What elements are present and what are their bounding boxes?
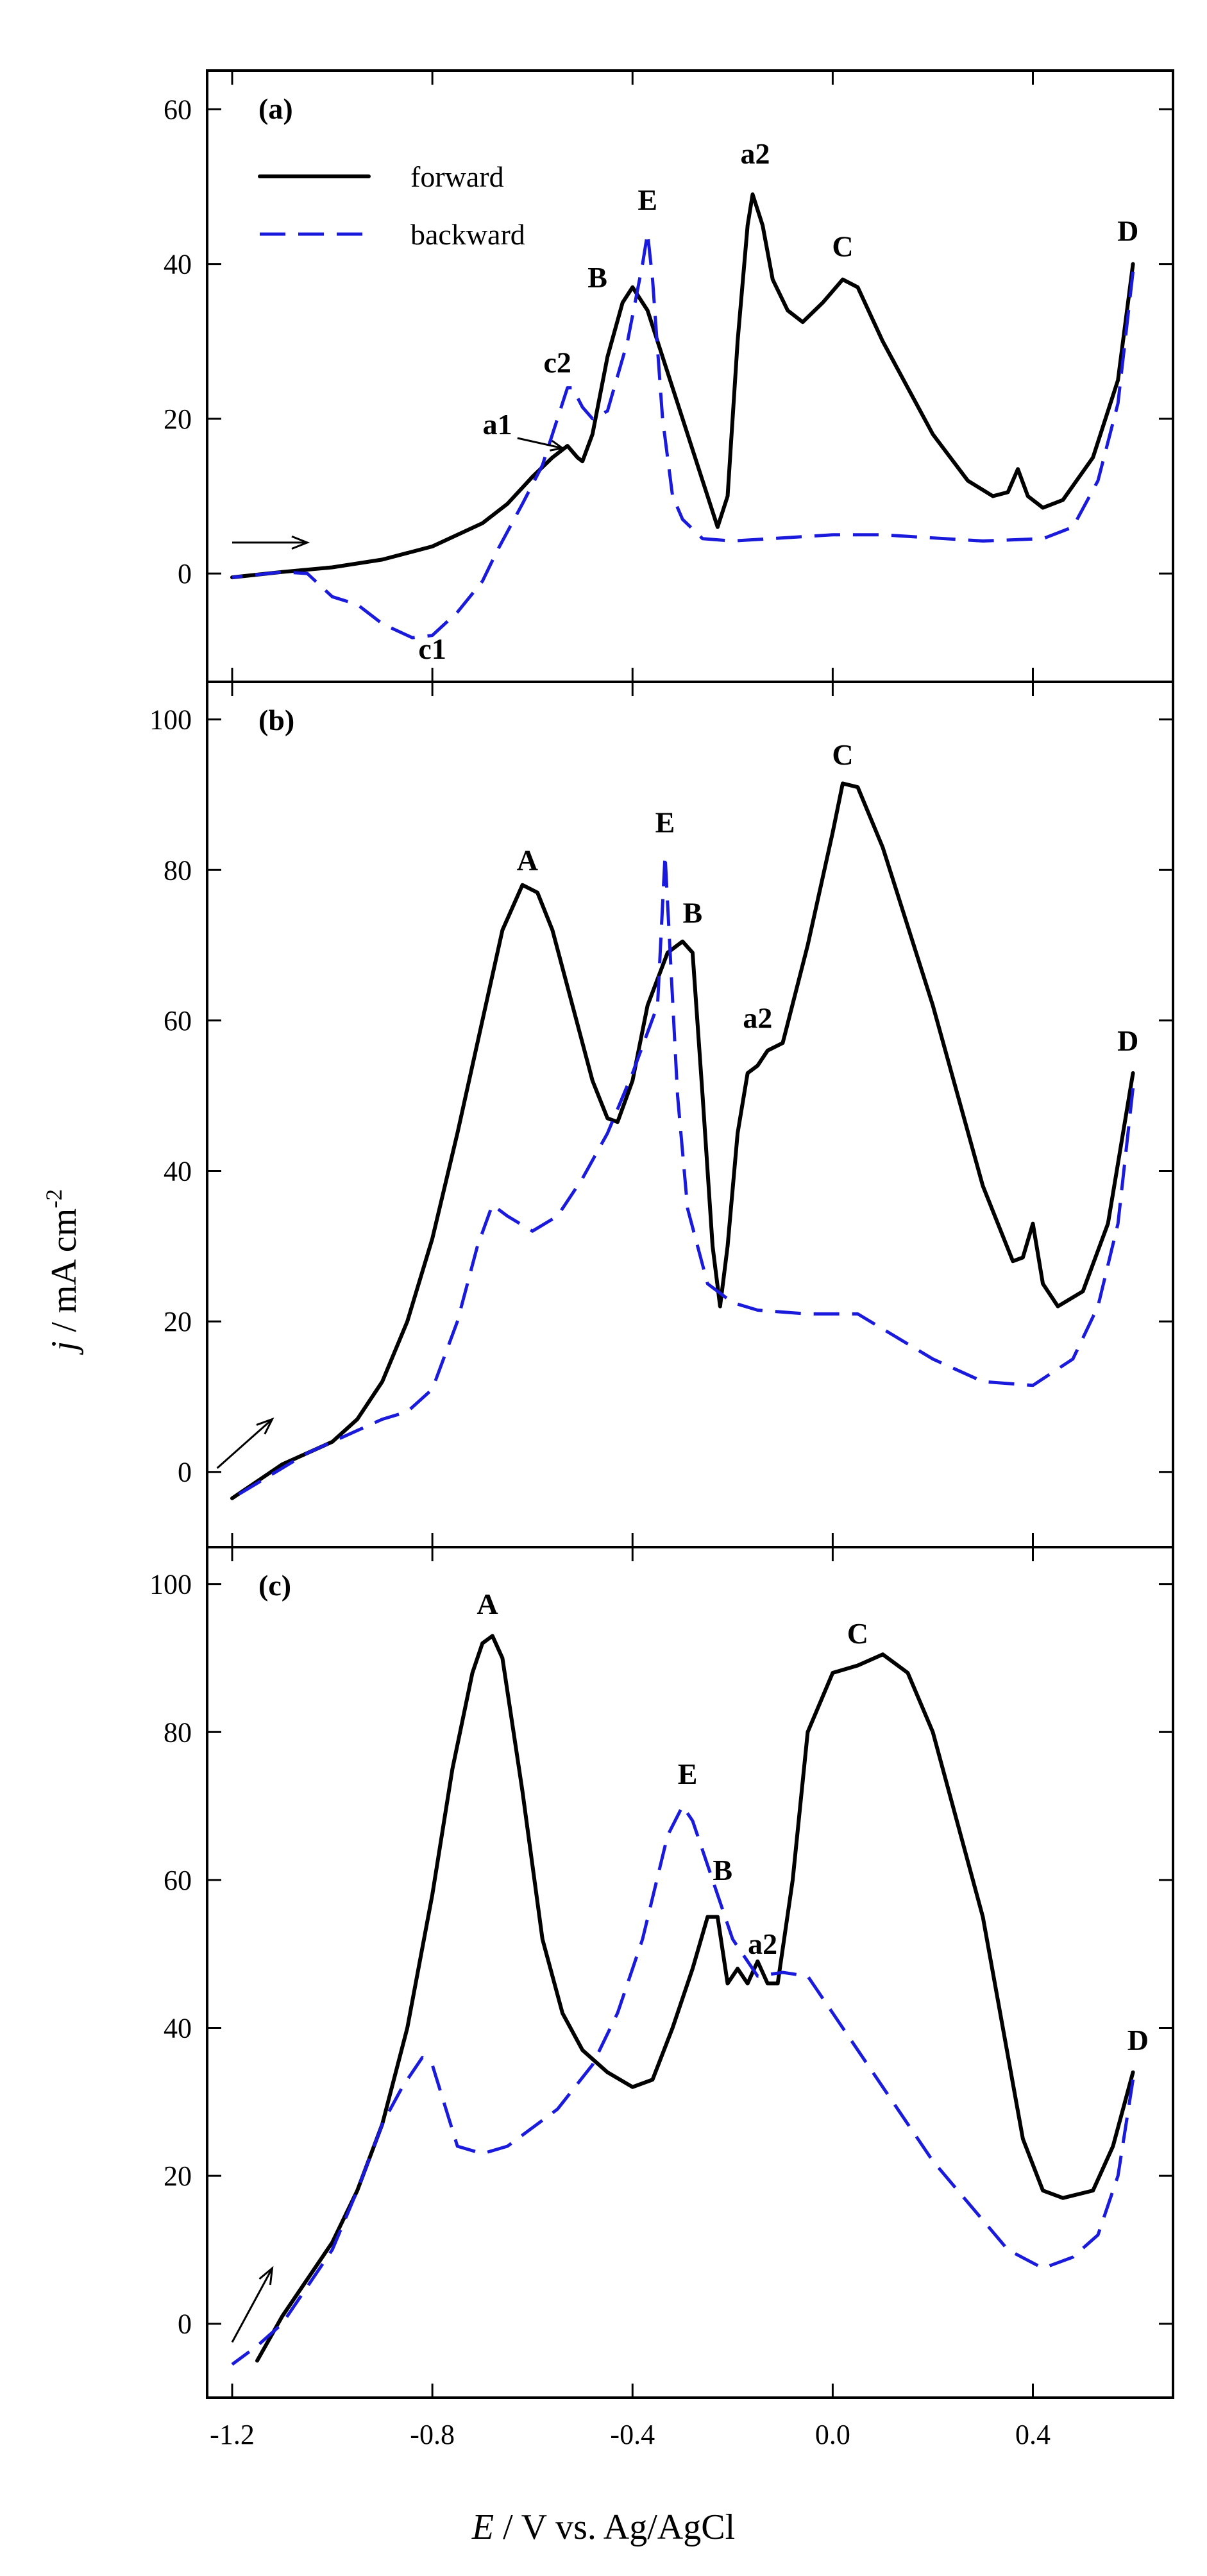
y-tick-label: 80 xyxy=(164,1716,192,1748)
x-tick-label: -1.2 xyxy=(210,2419,255,2450)
y-axis-title-symbol: j xyxy=(44,1341,84,1355)
y-axis-title-text: / mA cm xyxy=(44,1208,84,1341)
y-tick-label: 60 xyxy=(164,94,192,125)
y-tick-label: 40 xyxy=(164,1155,192,1187)
sweep-arrow xyxy=(216,1418,273,1469)
y-tick-label: 0 xyxy=(178,558,192,589)
y-tick-label: 0 xyxy=(178,1457,192,1488)
panel-frame xyxy=(206,69,1174,683)
panel-label: (b) xyxy=(258,704,294,736)
x-tick-label: 0.4 xyxy=(1015,2419,1051,2450)
backward-series-line xyxy=(231,853,1135,1500)
panel-2: 0 20 40 60 80 100 (b) C E A Ba2 D xyxy=(149,681,1174,1548)
y-tick-label: 20 xyxy=(164,1306,192,1337)
backward-series-line xyxy=(231,1804,1135,2366)
y-tick-label: 60 xyxy=(164,1865,192,1896)
peak-label-E: E xyxy=(678,1758,698,1790)
peak-label-C: C xyxy=(832,230,853,263)
panel-frame xyxy=(206,1546,1174,2399)
peak-label-A: A xyxy=(517,843,538,876)
forward-series-line xyxy=(230,192,1135,580)
x-axis-title: E / V vs. Ag/AgCl xyxy=(471,2507,735,2547)
peak-label-C: C xyxy=(847,1617,868,1650)
peak-label-E: E xyxy=(655,806,675,839)
peak-label-D: D xyxy=(1127,2024,1149,2056)
sweep-arrow xyxy=(231,2267,273,2343)
forward-series-line xyxy=(255,1634,1135,2363)
y-tick-label: 20 xyxy=(164,2160,192,2192)
peak-label-a2: a2 xyxy=(748,1928,777,1960)
y-tick-label: 40 xyxy=(164,249,192,280)
legend-forward-label: forward xyxy=(410,160,504,193)
forward-series-line xyxy=(230,781,1135,1500)
panel-3: 0 20 40 60 80 100 (c) A C E Ba2 D xyxy=(149,1546,1174,2399)
peak-label-a2: a2 xyxy=(743,1002,772,1035)
peak-label-c1: c1 xyxy=(418,632,446,665)
y-tick-label: 0 xyxy=(178,2309,192,2340)
panel-label: (c) xyxy=(258,1569,291,1602)
a1-pointer-arrow xyxy=(517,437,563,450)
y-axis-title: j / mA cm-2 xyxy=(41,1189,84,1355)
y-tick-label: 80 xyxy=(164,854,192,886)
y-tick-label: 100 xyxy=(149,1569,192,1600)
sweep-arrow-head xyxy=(256,1417,274,1435)
y-tick-label: 40 xyxy=(164,2012,192,2044)
peak-label-c2: c2 xyxy=(544,346,571,378)
peak-label-D: D xyxy=(1117,214,1138,247)
sweep-arrow-head xyxy=(291,535,310,550)
legend-backward-label: backward xyxy=(410,218,525,251)
y-axis-title-exponent: -2 xyxy=(41,1189,67,1208)
peak-label-B: B xyxy=(683,896,703,929)
peak-label-A: A xyxy=(477,1588,498,1620)
panels-container: 0 20 40 60 (a) a2 E C D Bc2 a1 c1 forward backward 0 20… xyxy=(149,69,1174,2399)
sweep-arrow-head xyxy=(258,2266,274,2285)
y-tick-label: 60 xyxy=(164,1005,192,1037)
peak-label-B: B xyxy=(713,1854,732,1886)
y-tick-label: 20 xyxy=(164,403,192,435)
panel-1: 0 20 40 60 (a) a2 E C D Bc2 a1 c1 forward backward xyxy=(164,69,1174,683)
peak-label-a2: a2 xyxy=(740,137,770,170)
backward-series-line xyxy=(232,231,1135,640)
a1-pointer-arrow-head xyxy=(550,439,565,452)
peak-label-E: E xyxy=(637,183,657,216)
x-axis-ticks: -1.2 -0.8 -0.4 0.0 0.4 xyxy=(210,2419,1051,2450)
x-axis-title-text: / V vs. Ag/AgCl xyxy=(494,2507,735,2547)
x-tick-label: 0.0 xyxy=(815,2419,850,2450)
x-tick-label: -0.4 xyxy=(610,2419,655,2450)
peak-label-B: B xyxy=(587,261,607,294)
peak-label-C: C xyxy=(832,738,853,771)
x-axis-title-symbol: E xyxy=(471,2507,494,2547)
x-tick-label: -0.8 xyxy=(410,2419,455,2450)
legend: forward backward xyxy=(258,160,525,251)
peak-label-a1: a1 xyxy=(483,408,512,441)
panel-label: (a) xyxy=(258,92,293,125)
panel-frame xyxy=(206,681,1174,1548)
peak-label-D: D xyxy=(1117,1024,1138,1057)
y-tick-label: 100 xyxy=(149,704,192,736)
